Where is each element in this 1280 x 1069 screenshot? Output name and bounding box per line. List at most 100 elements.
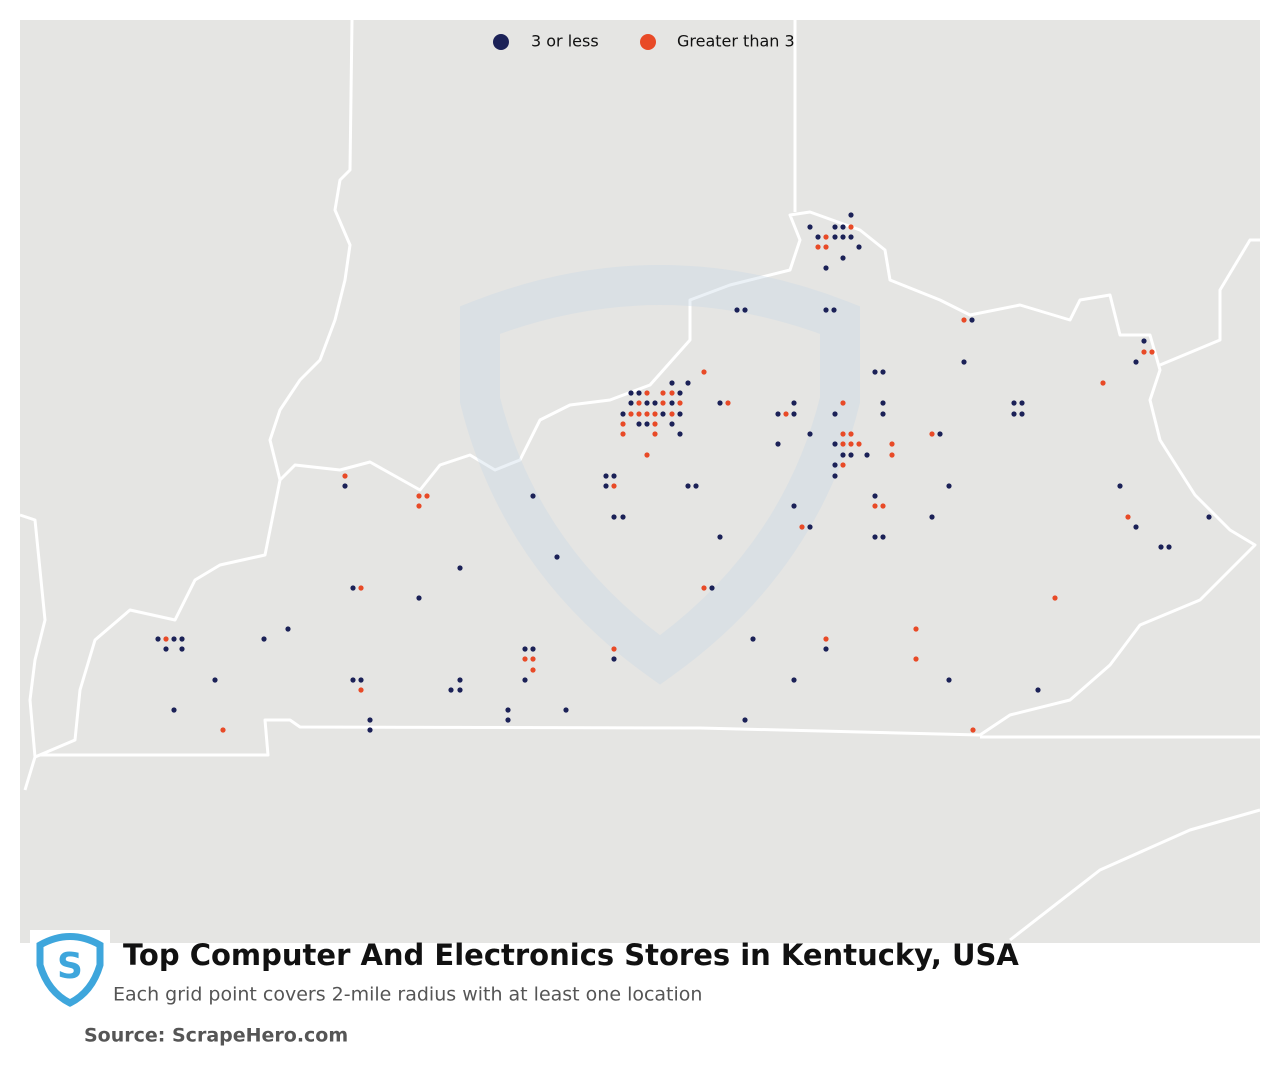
location-dot [848, 452, 854, 458]
location-dot [669, 390, 675, 396]
location-dot [424, 493, 430, 499]
location-dot [880, 400, 886, 406]
location-dot [677, 411, 683, 417]
location-dot [832, 441, 838, 447]
location-dot [652, 421, 658, 427]
location-dot [880, 369, 886, 375]
kentucky-border [33, 210, 1257, 759]
location-dot [261, 636, 267, 642]
location-dot [416, 595, 422, 601]
location-dot [620, 411, 626, 417]
location-dot [840, 462, 846, 468]
location-dot [913, 626, 919, 632]
location-dot [1149, 349, 1155, 355]
location-dot [660, 411, 666, 417]
location-dot [179, 636, 185, 642]
location-dot [1052, 595, 1058, 601]
location-dot [709, 585, 715, 591]
location-dot [669, 421, 675, 427]
location-dot [848, 431, 854, 437]
location-dot [350, 585, 356, 591]
location-dot [880, 503, 886, 509]
location-dot [1206, 514, 1212, 520]
location-dot [775, 441, 781, 447]
subtitle: Each grid point covers 2-mile radius wit… [113, 984, 702, 1006]
location-dot [620, 421, 626, 427]
location-dot [889, 452, 895, 458]
location-dot [742, 307, 748, 313]
location-dot [685, 380, 691, 386]
location-dot [775, 411, 781, 417]
location-dot [856, 244, 862, 250]
indiana-illinois-border [268, 19, 354, 481]
location-dot [603, 473, 609, 479]
location-dot [677, 390, 683, 396]
svg-text:S: S [57, 946, 83, 987]
location-dot [791, 411, 797, 417]
location-dot [342, 473, 348, 479]
location-dot [880, 534, 886, 540]
location-dot [1125, 514, 1131, 520]
location-dot [807, 524, 813, 530]
location-dot [929, 431, 935, 437]
location-dot [872, 534, 878, 540]
location-dot [358, 677, 364, 683]
location-dot [872, 503, 878, 509]
location-dot [840, 234, 846, 240]
location-dot [807, 224, 813, 230]
location-dot [969, 317, 975, 323]
location-dot [358, 687, 364, 693]
location-dot [669, 380, 675, 386]
location-dot [937, 431, 943, 437]
title: Top Computer And Electronics Stores in K… [123, 938, 1019, 972]
location-dot [636, 421, 642, 427]
location-dot [840, 431, 846, 437]
location-dot [742, 717, 748, 723]
location-dot [832, 473, 838, 479]
location-dot [628, 390, 634, 396]
location-dot [864, 452, 870, 458]
location-dot [669, 400, 675, 406]
location-dot [628, 411, 634, 417]
location-dot [644, 400, 650, 406]
location-dot [1019, 400, 1025, 406]
location-dot [522, 646, 528, 652]
location-dot [285, 626, 291, 632]
location-dot [701, 369, 707, 375]
location-dot [367, 717, 373, 723]
location-dot [342, 483, 348, 489]
location-dot [212, 677, 218, 683]
location-dot [872, 493, 878, 499]
location-dot [848, 234, 854, 240]
location-dot [220, 727, 226, 733]
location-dot [677, 431, 683, 437]
location-dot [620, 514, 626, 520]
location-dot [693, 483, 699, 489]
location-dot [1133, 359, 1139, 365]
location-dot [840, 224, 846, 230]
location-dot [840, 255, 846, 261]
location-dot [603, 483, 609, 489]
location-dot [179, 646, 185, 652]
location-dot [652, 431, 658, 437]
location-dot [554, 554, 560, 560]
missouri-border [19, 513, 47, 791]
legend-marker [640, 34, 656, 50]
location-dot [913, 656, 919, 662]
location-dot [636, 400, 642, 406]
location-dot [1100, 380, 1106, 386]
location-dot [791, 677, 797, 683]
location-dot [163, 646, 169, 652]
location-dot [505, 707, 511, 713]
location-dot [1019, 411, 1025, 417]
legend-label: Greater than 3 [677, 32, 795, 51]
location-dot [367, 727, 373, 733]
legend-marker [493, 34, 509, 50]
location-dot [611, 473, 617, 479]
location-dot [783, 411, 789, 417]
location-dot [946, 677, 952, 683]
location-dot [1133, 524, 1139, 530]
location-dot [725, 400, 731, 406]
location-dot [628, 400, 634, 406]
